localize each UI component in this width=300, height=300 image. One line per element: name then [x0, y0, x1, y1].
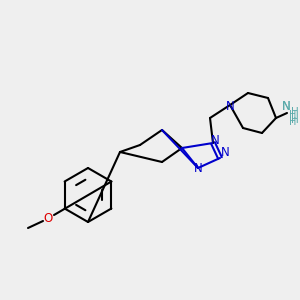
- Text: H: H: [289, 110, 297, 120]
- Text: N: N: [220, 146, 230, 160]
- Text: N: N: [282, 100, 290, 113]
- Text: H: H: [291, 115, 299, 125]
- Text: N: N: [194, 161, 202, 175]
- Text: H: H: [291, 107, 299, 117]
- Text: H: H: [289, 117, 297, 127]
- Text: N: N: [211, 134, 219, 146]
- Text: N: N: [226, 100, 234, 113]
- Text: O: O: [44, 212, 52, 224]
- Text: N: N: [282, 100, 290, 113]
